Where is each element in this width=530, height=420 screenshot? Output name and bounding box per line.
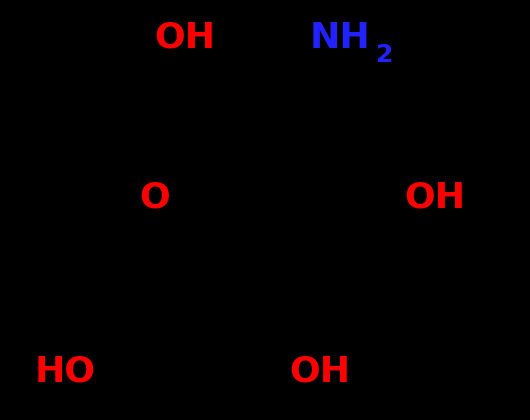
Text: HO: HO — [34, 355, 95, 389]
Text: 2: 2 — [376, 43, 394, 67]
Text: OH: OH — [289, 355, 350, 389]
Text: NH: NH — [310, 21, 370, 55]
Text: OH: OH — [404, 181, 465, 215]
Text: OH: OH — [154, 21, 216, 55]
Text: O: O — [139, 181, 170, 215]
